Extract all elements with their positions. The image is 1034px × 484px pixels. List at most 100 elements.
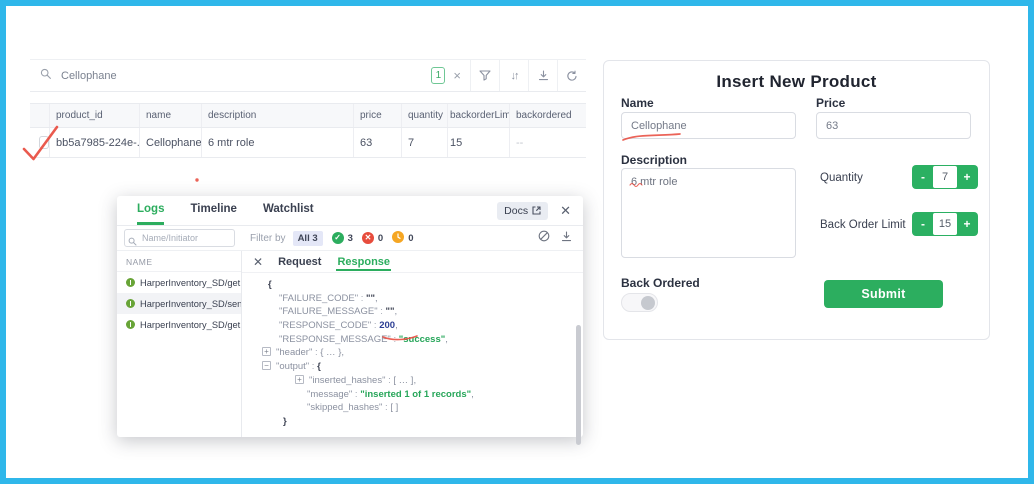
filter-error[interactable]: ✕ 0 xyxy=(361,232,384,244)
json-line: "message" : "inserted 1 of 1 records", xyxy=(307,388,474,400)
external-link-icon xyxy=(532,206,541,215)
filter-pending[interactable]: 0 xyxy=(392,230,414,246)
log-item[interactable]: HarperInventory_SD/getD... xyxy=(117,272,241,293)
log-item-label: HarperInventory_SD/getD... xyxy=(140,319,241,330)
cell-product-id: bb5a7985-224e-... xyxy=(49,128,139,157)
function-icon xyxy=(126,299,135,308)
clock-circle-icon xyxy=(392,230,405,246)
logs-filter-row: Filter by All 3 ✓ 3 ✕ 0 0 xyxy=(117,226,583,251)
logs-name-column: NAME HarperInventory_SD/getD... HarperIn… xyxy=(117,251,242,437)
ban-icon[interactable] xyxy=(538,229,550,247)
table-row[interactable]: bb5a7985-224e-... Cellophane 6 mtr role … xyxy=(30,128,586,158)
log-detail-pane: ✕ Request Response { "FAILURE_CODE" : ""… xyxy=(242,251,583,437)
logs-search-wrap xyxy=(117,229,242,247)
check-circle-icon: ✓ xyxy=(331,232,344,244)
download-icon[interactable] xyxy=(561,229,572,247)
detail-close-icon[interactable]: ✕ xyxy=(253,254,264,269)
column-header-price[interactable]: price xyxy=(353,104,401,127)
table-search-input[interactable] xyxy=(61,69,341,82)
log-item-selected[interactable]: HarperInventory_SD/sendI xyxy=(117,293,241,314)
limit-minus-button[interactable]: - xyxy=(921,217,925,231)
expand-toggle-icon[interactable]: + xyxy=(295,374,304,384)
docs-button-label: Docs xyxy=(504,204,529,217)
cell-quantity: 7 xyxy=(401,128,447,157)
json-line: + "header" : { … }, xyxy=(242,346,583,360)
tab-request[interactable]: Request xyxy=(278,255,322,268)
error-count: 0 xyxy=(377,232,384,244)
panel-title: Insert New Product xyxy=(716,72,877,91)
column-header-backorderlimit[interactable]: backorderLimit xyxy=(447,104,509,127)
json-line: + "inserted_hashes" : [ … ], xyxy=(242,374,583,388)
back-order-limit-value: 15 xyxy=(933,213,957,235)
log-item[interactable]: HarperInventory_SD/getD... xyxy=(117,314,241,335)
match-count-badge: 1 xyxy=(431,67,446,84)
search-icon xyxy=(128,233,137,251)
json-line: "RESPONSE_CODE" : 200, xyxy=(279,320,398,332)
success-count: 3 xyxy=(347,232,353,244)
clear-search-icon[interactable]: × xyxy=(453,68,461,83)
response-scrollbar[interactable] xyxy=(576,325,581,445)
submit-button[interactable]: Submit xyxy=(824,280,943,308)
column-header-description[interactable]: description xyxy=(201,104,353,127)
quantity-stepper[interactable]: - 7 + xyxy=(912,165,978,189)
tab-timeline[interactable]: Timeline xyxy=(190,203,237,215)
cell-backorderlimit: 15 xyxy=(447,128,509,157)
detail-header: ✕ Request Response xyxy=(242,251,583,273)
logs-close-icon[interactable]: ✕ xyxy=(560,202,571,218)
filter-right-icons xyxy=(538,229,572,247)
table-search-bar: 1 × ↓↑ xyxy=(30,59,586,92)
cell-name: Cellophane xyxy=(139,128,201,157)
row-checkbox[interactable] xyxy=(39,136,49,149)
quantity-label: Quantity xyxy=(820,172,863,184)
back-ordered-toggle[interactable] xyxy=(621,293,658,312)
limit-plus-button[interactable]: + xyxy=(963,217,971,231)
logs-search-input[interactable] xyxy=(124,229,235,247)
download-icon xyxy=(538,70,548,81)
logs-panel: Logs Timeline Watchlist Docs ✕ Filter by… xyxy=(117,196,583,445)
cell-price: 63 xyxy=(353,128,401,157)
quantity-value: 7 xyxy=(933,166,957,188)
refresh-button[interactable] xyxy=(557,60,586,91)
filter-button[interactable] xyxy=(470,60,499,91)
tab-response[interactable]: Response xyxy=(336,253,391,271)
table-toolbar: 1 × ↓↑ xyxy=(431,60,586,91)
docs-button[interactable]: Docs xyxy=(497,201,549,220)
download-button[interactable] xyxy=(528,60,557,91)
name-field[interactable] xyxy=(621,112,796,139)
x-circle-icon: ✕ xyxy=(361,232,374,244)
insert-product-panel: Insert New Product Name Price Descriptio… xyxy=(603,60,990,340)
column-header-quantity[interactable]: quantity xyxy=(401,104,447,127)
json-line: { xyxy=(268,279,272,290)
table-header-row: product_id name description price quanti… xyxy=(30,103,586,128)
filter-all-badge[interactable]: All 3 xyxy=(292,230,323,246)
column-header-name[interactable]: name xyxy=(139,104,201,127)
search-field-wrap xyxy=(30,60,431,91)
quantity-plus-button[interactable]: + xyxy=(963,170,971,184)
logs-body: NAME HarperInventory_SD/getD... HarperIn… xyxy=(117,251,583,445)
filter-success[interactable]: ✓ 3 xyxy=(331,232,353,244)
cell-description: 6 mtr role xyxy=(201,128,353,157)
column-header-product-id[interactable]: product_id xyxy=(49,104,139,127)
description-field[interactable]: 6 mtr role xyxy=(621,168,796,258)
function-icon xyxy=(126,278,135,287)
back-ordered-label: Back Ordered xyxy=(621,276,700,290)
json-line: "RESPONSE_MESSAGE" : "success", xyxy=(279,333,448,345)
collapse-toggle-icon[interactable]: − xyxy=(262,361,271,371)
back-order-limit-stepper[interactable]: - 15 + xyxy=(912,212,978,236)
quantity-minus-button[interactable]: - xyxy=(921,170,925,184)
refresh-icon xyxy=(567,70,577,81)
tab-watchlist[interactable]: Watchlist xyxy=(262,203,314,215)
sort-button[interactable]: ↓↑ xyxy=(499,60,528,91)
json-line: } xyxy=(283,415,287,427)
red-dot-annotation xyxy=(195,178,199,182)
products-table: product_id name description price quanti… xyxy=(30,103,586,158)
price-field[interactable] xyxy=(816,112,971,139)
log-item-label: HarperInventory_SD/getD... xyxy=(140,277,241,288)
json-line: "FAILURE_CODE" : "", xyxy=(279,292,378,304)
name-label: Name xyxy=(621,96,654,110)
json-line: "skipped_hashes" : [ ] xyxy=(307,402,399,414)
tab-logs[interactable]: Logs xyxy=(137,196,165,225)
expand-toggle-icon[interactable]: + xyxy=(262,347,271,357)
column-header-backordered[interactable]: backordered xyxy=(509,104,586,127)
